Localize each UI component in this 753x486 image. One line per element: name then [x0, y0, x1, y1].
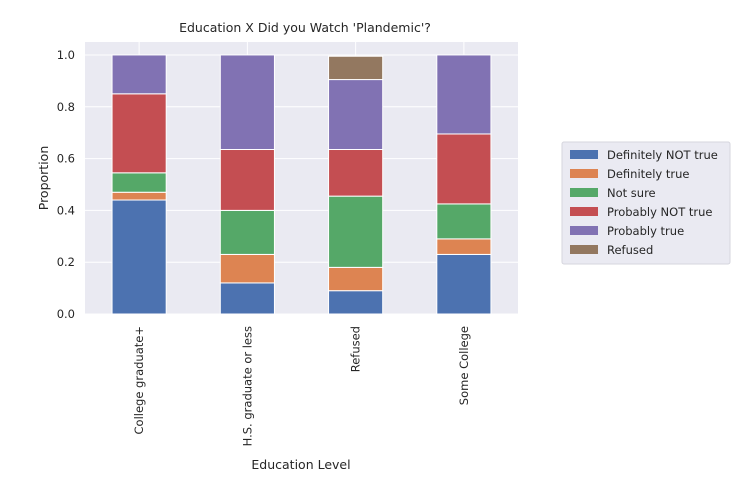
legend-swatch [570, 188, 598, 197]
bar-segment [328, 79, 384, 151]
bars [111, 54, 492, 315]
bar-segment [219, 54, 275, 151]
y-tick-label: 0.8 [57, 100, 75, 114]
bar-segment [219, 253, 275, 284]
legend-swatch [570, 150, 598, 159]
x-tick-label: Refused [349, 326, 363, 372]
bar-segment [328, 266, 384, 292]
legend-label: Not sure [607, 186, 656, 200]
bar-segment [111, 93, 167, 174]
bar-segment [111, 199, 167, 315]
legend-swatch [570, 226, 598, 235]
y-tick-label: 0.2 [57, 255, 75, 269]
y-axis-label: Proportion [36, 146, 51, 211]
bar-segment [328, 149, 384, 197]
x-axis-label: Education Level [251, 457, 350, 472]
bar-segment [219, 209, 275, 255]
legend-swatch [570, 245, 598, 254]
y-tick-label: 1.0 [57, 48, 75, 62]
bar-segment [436, 253, 492, 315]
bar-segment [219, 282, 275, 315]
chart-title: Education X Did you Watch 'Plandemic'? [179, 20, 431, 35]
bar-segment [111, 54, 167, 95]
bar-segment [328, 290, 384, 315]
y-ticks: 0.0 0.2 0.4 0.6 0.8 1.0 [57, 48, 75, 321]
legend-label: Definitely NOT true [607, 148, 718, 162]
x-tick-label: College graduate+ [132, 326, 146, 435]
legend-swatch [570, 207, 598, 216]
bar-segment [328, 195, 384, 268]
legend-label: Probably true [607, 224, 684, 238]
legend: Definitely NOT true Definitely true Not su… [561, 141, 731, 265]
bar-segment [436, 54, 492, 135]
bar-segment [436, 133, 492, 205]
bar-segment [111, 172, 167, 193]
legend-box [561, 141, 731, 265]
x-ticks: College graduate+ H.S. graduate or less Re… [132, 326, 471, 446]
legend-label: Refused [607, 243, 653, 257]
bar-segment [436, 203, 492, 240]
y-tick-label: 0.4 [57, 203, 75, 217]
bar-segment [219, 149, 275, 211]
legend-swatch [570, 169, 598, 178]
bar-segment [328, 55, 384, 81]
bar-segment [436, 238, 492, 255]
legend-label: Probably NOT true [607, 205, 712, 219]
bar-segment [111, 191, 167, 201]
x-tick-label: H.S. graduate or less [240, 326, 254, 446]
legend-label: Definitely true [607, 167, 690, 181]
y-tick-label: 0.0 [57, 307, 75, 321]
y-tick-label: 0.6 [57, 152, 75, 166]
x-tick-label: Some College [457, 326, 471, 405]
